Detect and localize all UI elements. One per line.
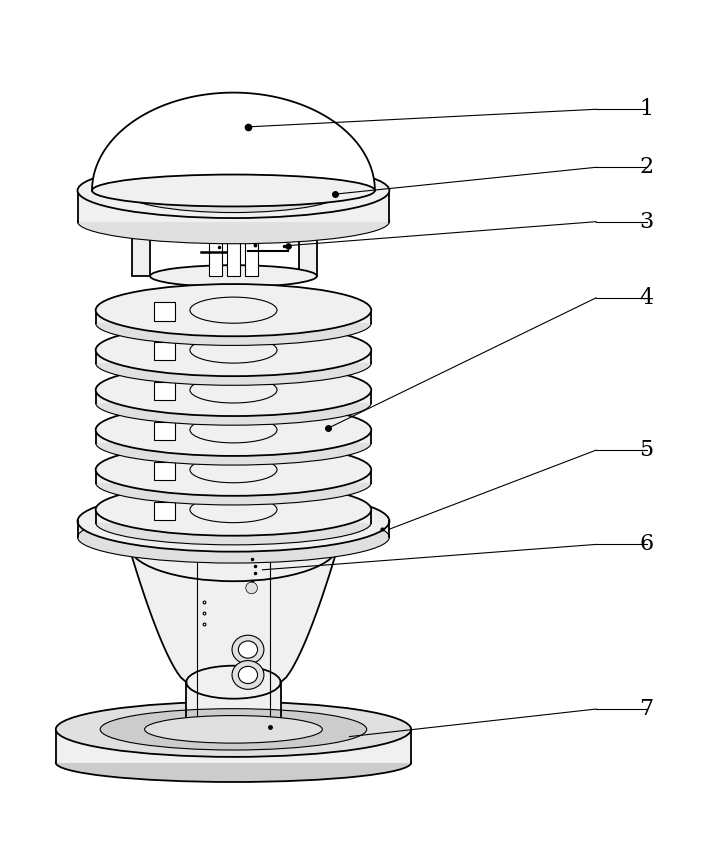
Ellipse shape xyxy=(150,265,317,287)
Bar xyxy=(298,226,317,276)
Ellipse shape xyxy=(95,364,371,416)
Ellipse shape xyxy=(78,163,389,218)
Ellipse shape xyxy=(95,443,371,496)
Text: 7: 7 xyxy=(640,698,654,720)
Ellipse shape xyxy=(232,635,264,664)
Polygon shape xyxy=(95,510,371,523)
Polygon shape xyxy=(95,350,371,363)
Ellipse shape xyxy=(92,175,375,206)
Ellipse shape xyxy=(95,403,371,456)
Polygon shape xyxy=(154,462,175,480)
Ellipse shape xyxy=(232,661,264,689)
Text: 5: 5 xyxy=(640,439,654,461)
Text: 6: 6 xyxy=(640,533,654,556)
Ellipse shape xyxy=(190,377,277,403)
Ellipse shape xyxy=(246,582,258,594)
Ellipse shape xyxy=(190,297,277,323)
Polygon shape xyxy=(56,729,411,763)
Bar xyxy=(209,226,222,276)
Ellipse shape xyxy=(100,708,367,750)
Ellipse shape xyxy=(121,168,346,213)
Ellipse shape xyxy=(95,484,371,536)
Polygon shape xyxy=(78,190,389,222)
Ellipse shape xyxy=(128,508,339,581)
Ellipse shape xyxy=(95,284,371,336)
Polygon shape xyxy=(154,302,175,321)
Polygon shape xyxy=(154,382,175,400)
Ellipse shape xyxy=(190,497,277,523)
Bar xyxy=(132,226,150,276)
Ellipse shape xyxy=(186,665,280,699)
Ellipse shape xyxy=(95,461,371,505)
Polygon shape xyxy=(95,390,371,403)
Polygon shape xyxy=(95,429,371,443)
Ellipse shape xyxy=(78,200,389,244)
Polygon shape xyxy=(154,342,175,360)
Polygon shape xyxy=(186,683,280,729)
Polygon shape xyxy=(95,470,371,483)
Bar xyxy=(245,226,258,276)
Ellipse shape xyxy=(56,702,411,757)
Polygon shape xyxy=(128,544,339,683)
Ellipse shape xyxy=(190,457,277,483)
Polygon shape xyxy=(78,521,389,537)
Ellipse shape xyxy=(190,337,277,363)
Ellipse shape xyxy=(95,324,371,376)
Polygon shape xyxy=(154,422,175,441)
Text: 1: 1 xyxy=(640,98,654,120)
Ellipse shape xyxy=(238,666,258,683)
Ellipse shape xyxy=(148,500,319,543)
Bar xyxy=(227,226,240,276)
Ellipse shape xyxy=(95,341,371,385)
Text: 3: 3 xyxy=(640,211,654,232)
Ellipse shape xyxy=(95,381,371,425)
Ellipse shape xyxy=(238,641,258,658)
Ellipse shape xyxy=(95,421,371,465)
Polygon shape xyxy=(154,502,175,520)
Ellipse shape xyxy=(78,511,389,563)
Polygon shape xyxy=(190,269,277,530)
Polygon shape xyxy=(92,92,375,190)
Text: 2: 2 xyxy=(640,156,654,178)
Ellipse shape xyxy=(78,491,389,551)
Ellipse shape xyxy=(145,715,323,743)
Ellipse shape xyxy=(95,301,371,346)
Ellipse shape xyxy=(56,743,411,782)
Ellipse shape xyxy=(190,416,277,443)
Polygon shape xyxy=(95,310,371,323)
Ellipse shape xyxy=(95,500,371,545)
Ellipse shape xyxy=(150,214,317,236)
Text: 4: 4 xyxy=(640,287,654,308)
